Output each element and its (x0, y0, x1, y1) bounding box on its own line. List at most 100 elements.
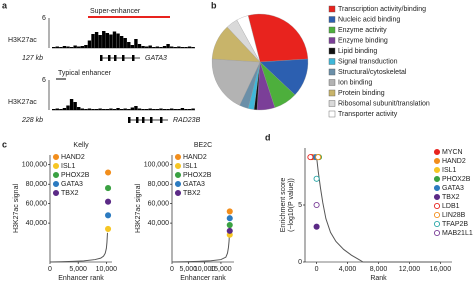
legend-swatch (328, 58, 336, 65)
legend-label: Enzyme activity (338, 27, 387, 34)
legend-marker (52, 180, 60, 188)
legend-label: TBX2 (61, 190, 79, 197)
legend-marker (52, 189, 60, 197)
track-annotation: Typical enhancer (58, 70, 112, 77)
y-tick-label: 5 (298, 202, 302, 209)
pie-slice (236, 15, 261, 63)
legend-label: Structural/cytoskeletal (338, 69, 407, 76)
x-axis-label: Enhancer rank (180, 275, 226, 282)
legend-label: Ribosomal subunit/translation (338, 100, 430, 107)
gene-label: RAD23B (173, 117, 201, 124)
curve (49, 232, 108, 263)
legend-marker (433, 229, 441, 237)
legend-label: MYCN (442, 149, 463, 156)
highlight-point (105, 225, 112, 232)
legend-marker (174, 162, 182, 170)
legend-marker (433, 148, 441, 156)
y-axis-label: (−log10(P value)) (288, 178, 295, 232)
signal-bar (119, 109, 124, 110)
signal-bar (180, 47, 185, 48)
track-ylabel: H3K27ac (8, 99, 37, 106)
legend-marker (174, 171, 182, 179)
signal-bar (173, 109, 177, 110)
signal-bar (152, 109, 156, 110)
highlight-point (105, 212, 112, 219)
exon (160, 117, 163, 123)
x-axis-label: Rank (370, 275, 387, 282)
x-tick-label: 5,000 (69, 266, 87, 273)
y-tick-label: 60,000 (148, 200, 170, 207)
signal-bar (102, 109, 106, 110)
signal-bar (87, 108, 92, 110)
signal-bar (112, 109, 117, 110)
legend-label: GATA3 (442, 185, 464, 192)
x-tick-label: 4,000 (339, 266, 357, 273)
y-tick-label: 0 (298, 259, 302, 266)
exon (142, 117, 145, 123)
y-tick-label: 100,000 (22, 162, 47, 169)
signal-bar (130, 45, 135, 48)
signal-bar (77, 107, 81, 110)
panel-label: b (211, 0, 217, 10)
exon (114, 55, 117, 61)
legend-label: GATA3 (61, 181, 83, 188)
signal-bar (127, 42, 131, 48)
legend-label: Transcription activity/binding (338, 6, 426, 13)
x-tick-label: 5,000 (180, 266, 198, 273)
y-axis-label: H3K27ac signal (135, 184, 142, 233)
signal-bar (159, 108, 163, 110)
legend-label: Nucleic acid binding (338, 16, 400, 23)
y-tick-label: 40,000 (148, 220, 170, 227)
signal-bar (94, 109, 99, 110)
legend-label: TFAP2B (442, 221, 468, 228)
x-tick-label: 10,000 (96, 266, 118, 273)
signal-bar (91, 34, 95, 48)
exon (132, 55, 135, 61)
legend-swatch (328, 100, 336, 107)
signal-bar (84, 109, 88, 110)
gene-label: GATA3 (145, 55, 167, 62)
signal-bar (187, 46, 192, 48)
legend-marker (433, 157, 441, 165)
y-tick-label: 60,000 (26, 200, 48, 207)
legend-label: LDB1 (442, 203, 460, 210)
x-tick-label: 0 (315, 266, 319, 273)
signal-bar (91, 109, 95, 110)
signal-bar (105, 33, 110, 48)
signal-bar (191, 108, 195, 110)
exon (150, 117, 153, 123)
highlight-point (315, 154, 322, 161)
signal-bar (55, 108, 59, 110)
track-annotation: Super-enhancer (90, 8, 141, 15)
legend-label: MAB21L1 (442, 230, 473, 237)
legend-marker (433, 202, 441, 210)
legend-marker (433, 220, 441, 228)
highlight-point (313, 175, 320, 182)
legend-marker (52, 162, 60, 170)
legend-marker (433, 211, 441, 219)
signal-bar (62, 108, 67, 110)
legend-label: HAND2 (442, 158, 466, 165)
y-tick-label: 40,000 (26, 220, 48, 227)
signal-bar (52, 47, 56, 48)
signal-bar (177, 46, 181, 48)
signal-bar (169, 46, 174, 48)
track-ytick-label: 6 (42, 15, 46, 22)
signal-bar (80, 46, 84, 48)
panel-label: a (2, 0, 8, 10)
legend-label: ISL1 (183, 163, 198, 170)
legend-marker (174, 153, 182, 161)
legend-label: PHOX2B (442, 176, 471, 183)
signal-bar (191, 47, 195, 48)
legend-swatch (328, 5, 336, 13)
signal-bar (116, 108, 120, 110)
exon (136, 117, 139, 123)
legend-label: Transporter activity (338, 111, 398, 118)
x-axis-label: Enhancer rank (58, 275, 104, 282)
legend-label: ISL1 (442, 167, 457, 174)
highlight-point (226, 208, 233, 215)
x-tick-label: 0 (48, 266, 52, 273)
exon (100, 55, 103, 61)
signal-bar (109, 34, 113, 48)
